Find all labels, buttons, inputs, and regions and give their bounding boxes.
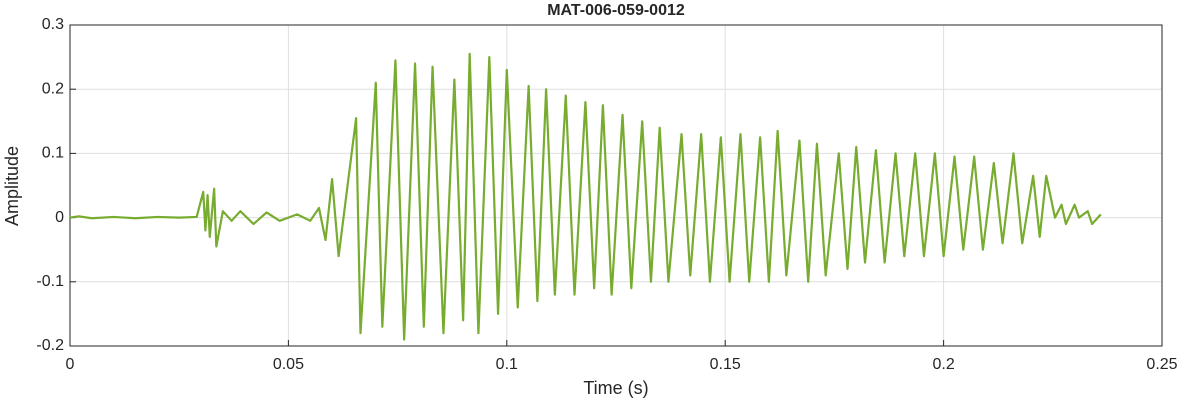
plot-frame bbox=[69, 24, 1163, 347]
chart-title: MAT-006-059-0012 bbox=[547, 2, 685, 19]
y-tick-label: 0.1 bbox=[42, 145, 64, 162]
y-tick-label: -0.2 bbox=[36, 337, 64, 354]
y-axis-label: Amplitude bbox=[2, 146, 22, 226]
x-tick-label: 0.25 bbox=[1146, 356, 1177, 373]
x-tick-label: 0.2 bbox=[932, 356, 954, 373]
x-tick-label: 0.05 bbox=[273, 356, 304, 373]
y-tick-label: 0.2 bbox=[42, 80, 64, 97]
x-tick-label: 0 bbox=[66, 356, 75, 373]
x-tick-label: 0.1 bbox=[496, 356, 518, 373]
x-axis-label: Time (s) bbox=[583, 378, 648, 398]
y-tick-label: 0 bbox=[55, 209, 64, 226]
y-tick-label: -0.1 bbox=[36, 273, 64, 290]
waveform-line bbox=[69, 52, 1102, 341]
y-tick-label: 0.3 bbox=[42, 16, 64, 33]
x-tick-label: 0.15 bbox=[710, 356, 741, 373]
